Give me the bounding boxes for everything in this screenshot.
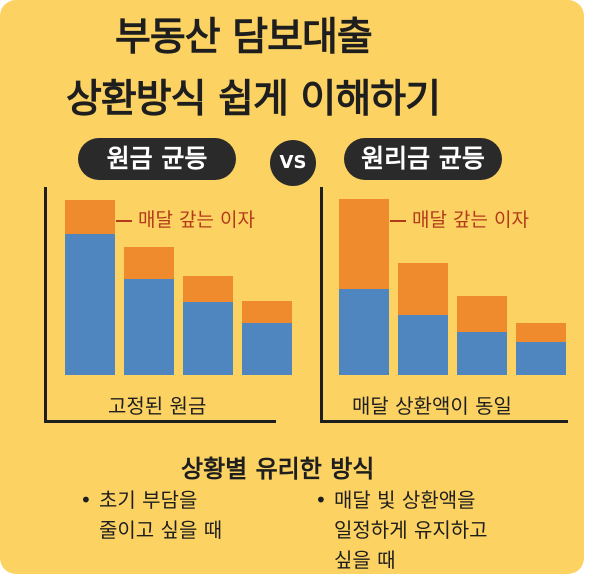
right-bar-4 [516,323,566,375]
bullet-right-line-2: 일정하게 유지하고 [334,518,488,542]
right-bar-3 [457,296,507,375]
bullet-right: • 매달 빛 상환액을 일정하게 유지하고 싶을 때 [315,485,488,575]
right-x-axis [320,420,568,423]
right-caption: 매달 상환액이 동일 [352,394,512,418]
left-bar-4-principal [242,323,292,375]
right-callout-text: 매달 갚는 이자 [412,209,529,231]
right-bar-2 [398,263,448,375]
right-bar-1 [339,199,389,375]
vs-badge: VS [270,140,316,186]
right-interest-callout: 매달 갚는 이자 [390,205,529,232]
right-bar-4-principal [516,342,566,375]
bullet-dot-icon: • [80,488,92,512]
callout-dash-icon [390,219,406,222]
left-bar-3-principal [183,302,233,375]
right-bar-4-interest [516,323,566,342]
left-y-axis [44,187,47,423]
left-bar-2-principal [124,279,174,375]
right-y-axis [320,187,323,423]
section-title: 상황별 유리한 방식 [181,455,375,483]
left-bar-4 [242,301,292,375]
title-line-2: 상환방식 쉽게 이해하기 [66,77,441,122]
left-bar-1-interest [65,200,115,234]
left-caption: 고정된 원금 [108,394,207,418]
right-bar-3-interest [457,296,507,332]
left-bar-3-interest [183,276,233,302]
bullet-right-line-1: 매달 빛 상환액을 [334,488,476,512]
left-x-axis [44,420,276,423]
label-equal-installment: 원리금 균등 [344,138,502,180]
left-interest-callout: 매달 갚는 이자 [116,205,255,232]
bullet-left-line-1: 초기 부담을 [99,488,198,512]
label-equal-principal: 원금 균등 [78,138,236,180]
right-bar-1-principal [339,289,389,375]
right-bar-2-principal [398,315,448,375]
bullet-dot-icon: • [315,488,327,512]
right-bar-2-interest [398,263,448,315]
left-bar-1 [65,200,115,375]
left-bar-3 [183,276,233,375]
left-bar-2 [124,247,174,375]
right-bar-3-principal [457,332,507,375]
right-bar-1-interest [339,199,389,289]
left-bar-4-interest [242,301,292,323]
bullet-right-line-3: 싶을 때 [334,548,396,572]
bullet-left: • 초기 부담을 줄이고 싶을 때 [80,485,223,545]
left-bar-2-interest [124,247,174,279]
callout-dash-icon [116,219,132,222]
left-bar-1-principal [65,234,115,375]
bullet-left-line-2: 줄이고 싶을 때 [99,518,223,542]
left-callout-text: 매달 갚는 이자 [138,209,255,231]
title-line-1: 부동산 담보대출 [115,15,373,60]
